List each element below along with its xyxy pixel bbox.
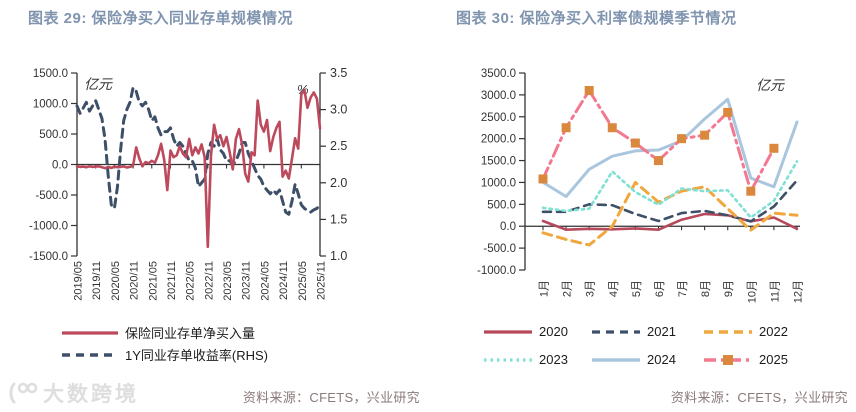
legend-label: 1Y同业存单收益率(RHS): [125, 348, 269, 363]
legend-label: 2022: [759, 324, 788, 339]
svg-text:-500.0: -500.0: [35, 190, 68, 202]
legend-label: 2020: [539, 324, 568, 339]
svg-text:-1000.0: -1000.0: [477, 265, 516, 277]
svg-text:2022/05: 2022/05: [185, 261, 197, 301]
chart-29-svg: 1500.0 1000.0 500.0 0.0 -500.0 -1000.0 -1500.0…: [29, 66, 347, 301]
legend-label: 2025: [759, 352, 788, 367]
svg-text:2020/11: 2020/11: [129, 261, 141, 300]
svg-text:2020/05: 2020/05: [110, 261, 122, 301]
svg-text:2023/11: 2023/11: [241, 261, 253, 300]
svg-text:2021/11: 2021/11: [166, 261, 178, 300]
legend-line-2024: [592, 357, 640, 362]
svg-text:2月: 2月: [562, 280, 574, 297]
legend-line-2023: [484, 357, 532, 362]
legend-line-保险同业存单净买入量: [62, 330, 118, 335]
legend-item-2022: 2022: [704, 324, 844, 339]
svg-text:2024/11: 2024/11: [278, 261, 290, 300]
svg-text:12月: 12月: [793, 280, 805, 303]
svg-text:2.0: 2.0: [330, 176, 347, 190]
chart-30-svg: 3500.0 3000.0 2500.0 2000.0 1500.0 1000.0 500.…: [477, 68, 805, 303]
svg-text:6月: 6月: [654, 280, 666, 297]
svg-text:2019/05: 2019/05: [73, 261, 85, 301]
legend-line-2022: [704, 329, 752, 334]
legend-item-保险同业存单净买入量: 保险同业存单净买入量: [62, 323, 268, 342]
chart-29-legend: 保险同业存单净买入量 1Y同业存单收益率(RHS): [62, 320, 268, 367]
svg-text:0.0: 0.0: [52, 160, 68, 172]
svg-text:3000.0: 3000.0: [481, 90, 516, 102]
watermark: 大数跨境: [8, 378, 139, 408]
svg-text:1月: 1月: [539, 280, 551, 297]
svg-text:1000.0: 1000.0: [33, 99, 68, 111]
legend-item-2020: 2020: [484, 324, 592, 339]
svg-text:1500.0: 1500.0: [33, 68, 68, 80]
legend-label: 2023: [539, 352, 568, 367]
legend-item-2025: 2025: [704, 352, 844, 367]
svg-text:亿元: 亿元: [84, 76, 113, 92]
svg-text:500.0: 500.0: [39, 129, 68, 141]
svg-text:2000.0: 2000.0: [481, 134, 516, 146]
svg-text:2022/11: 2022/11: [203, 261, 215, 300]
svg-text:2023/05: 2023/05: [222, 261, 234, 301]
svg-text:1500.0: 1500.0: [481, 156, 516, 168]
chart-29-title: 图表 29: 保险净买入同业存单规模情况: [28, 10, 294, 27]
svg-text:1.0: 1.0: [330, 249, 347, 263]
legend-label: 2024: [647, 352, 676, 367]
svg-text:2500.0: 2500.0: [481, 112, 516, 124]
svg-text:3月: 3月: [585, 280, 597, 297]
svg-text:-1000.0: -1000.0: [29, 221, 68, 233]
legend-item-2024: 2024: [592, 352, 704, 367]
watermark-label: 大数跨境: [43, 383, 139, 406]
svg-text:2025/05: 2025/05: [297, 261, 309, 301]
legend-item-2021: 2021: [592, 324, 704, 339]
svg-text:1.5: 1.5: [330, 212, 347, 226]
svg-text:-500.0: -500.0: [483, 243, 516, 255]
legend-label: 2021: [647, 324, 676, 339]
svg-text:0.0: 0.0: [500, 221, 516, 233]
svg-text:7月: 7月: [677, 280, 689, 297]
chart-30-panel: 图表 30: 保险净买入利率债规模季节情况 3500.0 3000.0 2500.0…: [428, 0, 856, 412]
legend-line-1Y同业存单收益率(RHS): [62, 352, 118, 357]
svg-text:10月: 10月: [746, 280, 758, 303]
svg-text:亿元: 亿元: [756, 77, 785, 93]
legend-label: 保险同业存单净买入量: [125, 326, 256, 341]
legend-line-2025: [704, 354, 752, 365]
svg-text:3.0: 3.0: [330, 103, 347, 117]
legend-line-2020: [484, 329, 532, 334]
svg-text:8月: 8月: [700, 280, 712, 297]
chart-29-source: 资料来源：CFETS，兴业研究: [242, 390, 420, 405]
legend-item-2023: 2023: [484, 352, 592, 367]
svg-text:2024/05: 2024/05: [259, 261, 271, 301]
svg-text:1000.0: 1000.0: [481, 177, 516, 189]
legend-line-2021: [592, 329, 640, 334]
svg-text:2.5: 2.5: [330, 139, 347, 153]
svg-text:%: %: [297, 82, 309, 97]
chart-29-panel: 图表 29: 保险净买入同业存单规模情况 1500.0 1000.0 500.0 0.…: [28, 10, 420, 405]
svg-text:500.0: 500.0: [487, 199, 516, 211]
svg-text:2019/11: 2019/11: [91, 261, 103, 300]
svg-text:2021/05: 2021/05: [147, 261, 159, 301]
chart-30-legend: 2020 2021 2022 2023 2024 2025: [484, 321, 850, 370]
svg-text:5月: 5月: [631, 280, 643, 297]
svg-text:3.5: 3.5: [330, 66, 347, 80]
watermark-logo: [9, 382, 38, 404]
legend-item-1Y同业存单收益率(RHS): 1Y同业存单收益率(RHS): [62, 345, 268, 364]
svg-text:-1500.0: -1500.0: [29, 251, 68, 263]
svg-text:9月: 9月: [723, 280, 735, 297]
svg-text:4月: 4月: [608, 280, 620, 297]
svg-text:11月: 11月: [769, 280, 781, 302]
chart-30-source: 资料来源：CFETS，兴业研究: [670, 390, 848, 405]
svg-text:2025/11: 2025/11: [316, 261, 328, 300]
chart-30-title: 图表 30: 保险净买入利率债规模季节情况: [456, 10, 737, 27]
svg-text:3500.0: 3500.0: [481, 68, 516, 80]
